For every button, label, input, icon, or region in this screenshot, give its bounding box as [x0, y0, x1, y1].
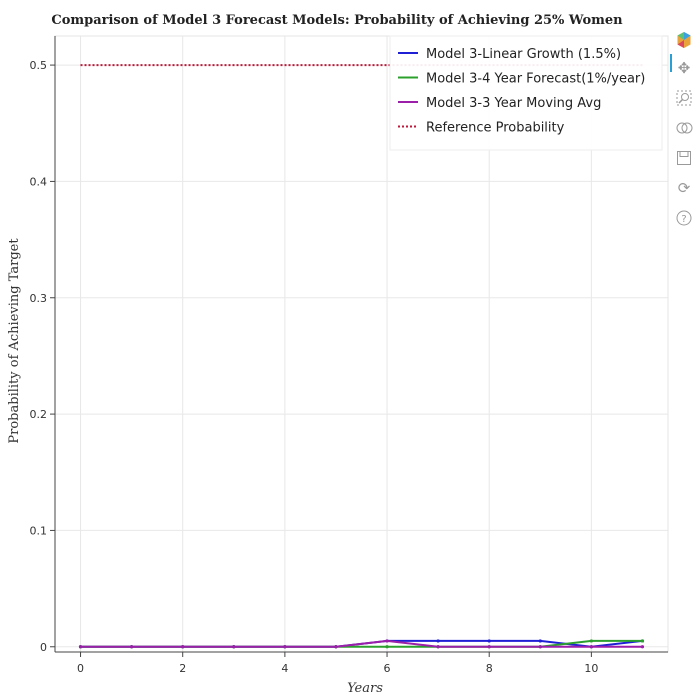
y-axis: 0 0.1 0.2 0.3 0.4 0.5: [30, 36, 56, 654]
logo-icon[interactable]: [672, 30, 696, 50]
legend-label: Model 3-3 Year Moving Avg: [426, 96, 601, 111]
x-tick-label: 2: [179, 662, 186, 675]
series-layer: [78, 64, 645, 649]
wheel-zoom-icon[interactable]: [672, 118, 696, 138]
series-point-2: [538, 645, 542, 649]
box-zoom-icon[interactable]: [672, 88, 696, 108]
legend: Model 3-Linear Growth (1.5%) Model 3-4 Ye…: [389, 35, 663, 151]
x-tick-label: 4: [281, 662, 288, 675]
x-tick-label: 10: [584, 662, 598, 675]
save-icon[interactable]: [672, 148, 696, 168]
pan-icon[interactable]: ✥: [677, 59, 691, 77]
series-point-2: [640, 645, 645, 649]
y-tick-label: 0.2: [30, 408, 48, 421]
y-axis-label: Probability of Achieving Target: [7, 238, 22, 444]
legend-label: Reference Probability: [426, 121, 565, 136]
y-tick-label: 0.5: [30, 59, 48, 72]
y-tick-label: 0.3: [30, 292, 48, 305]
x-tick-label: 0: [77, 662, 84, 675]
help-icon[interactable]: ?: [672, 208, 696, 228]
y-tick-label: 0.4: [30, 175, 48, 188]
series-point-2: [487, 645, 491, 649]
series-point-2: [78, 645, 83, 649]
active-tool-indicator: [670, 54, 672, 72]
series-line-2: [80, 639, 643, 648]
x-axis-label: Years: [347, 681, 383, 696]
x-tick-label: 8: [486, 662, 493, 675]
series-point-1: [640, 639, 645, 643]
series-point-2: [589, 645, 593, 649]
legend-box: [389, 35, 663, 151]
x-tick-label: 6: [384, 662, 391, 675]
series-point-1: [589, 639, 593, 643]
series-point-2: [232, 645, 236, 649]
series-point-1: [385, 645, 389, 649]
series-point-2: [181, 645, 185, 649]
series-point-2: [283, 645, 287, 649]
series-point-2: [130, 645, 134, 649]
svg-text:?: ?: [681, 214, 686, 225]
series-point-0: [538, 639, 542, 643]
series-point-0: [487, 639, 491, 643]
chart-title: Comparison of Model 3 Forecast Models: P…: [51, 13, 623, 28]
x-axis: 0 2 4 6 8 10: [55, 651, 668, 675]
legend-label: Model 3-4 Year Forecast(1%/year): [426, 72, 645, 87]
series-point-2: [334, 645, 338, 649]
y-tick-label: 0: [40, 641, 47, 654]
series-point-0: [436, 639, 440, 643]
legend-label: Model 3-Linear Growth (1.5%): [426, 47, 621, 62]
reset-icon[interactable]: ⟳: [677, 179, 691, 197]
y-tick-label: 0.1: [30, 524, 48, 537]
series-point-2: [385, 639, 389, 643]
series-point-2: [436, 645, 440, 649]
